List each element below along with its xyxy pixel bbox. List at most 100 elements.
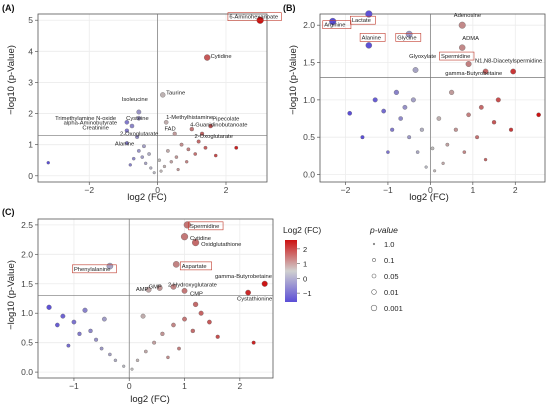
panel-a-point [189, 126, 194, 132]
panel-a-xtick-label: −2 [84, 185, 94, 195]
panel-b-xtick-label: 0 [428, 185, 433, 195]
panel-c-point-label: Oxidglutathione [201, 242, 241, 248]
panel-a-point [149, 166, 153, 170]
panel-b-point [419, 127, 424, 132]
panel-a-point [128, 163, 132, 167]
panel-b-point-label: gamma-Butyrobetaine [445, 71, 502, 77]
panel-c-point [192, 301, 199, 308]
panel-b-point [424, 165, 428, 169]
panel-b-ytick-label: 0.5 [303, 132, 315, 142]
panel-a-point [172, 131, 177, 136]
panel-c-point-label: GMP [149, 284, 162, 290]
panel-a-point [169, 160, 173, 164]
panel-a-ytick-label: 3 [28, 77, 33, 87]
panel-b-point [365, 10, 373, 18]
panel-b-ytick-label: 1.5 [303, 58, 315, 68]
panel-a-point-label: Alanine [115, 141, 134, 147]
size-legend-symbol [370, 304, 378, 312]
panel-c-point [113, 358, 118, 363]
panel-a-point [193, 152, 198, 156]
color-legend-bar [285, 240, 297, 302]
panel-b-point-label: Spermidine [441, 54, 470, 60]
panel-b-point [410, 97, 416, 103]
panel-b-point [405, 30, 413, 38]
panel-a-point [162, 164, 167, 169]
panel-b-point [462, 150, 467, 154]
size-legend-symbol [371, 273, 377, 279]
panel-b-point [398, 116, 403, 121]
panel-b-ytick-label: 2.0 [303, 20, 315, 30]
panel-c-point [166, 355, 170, 360]
panel-b-point [508, 127, 514, 132]
panel-c-point [170, 283, 177, 290]
panel-c-point [192, 238, 200, 247]
panel-a-point-label: Isoleucine [122, 97, 148, 103]
panel-a-plot: −2 0 2 0 1 2 3 4 5 6-Aminohexanoate Cytidine Taurin… [28, 12, 282, 195]
panel-c-point [88, 328, 93, 334]
panel-c-point [71, 319, 77, 325]
panel-c-point [180, 233, 189, 241]
panel-a-point [124, 141, 129, 146]
panel-a-point [208, 123, 213, 129]
panel-c-point [245, 289, 251, 296]
panel-c-point [101, 316, 107, 322]
panel-b-point-label: ADMA [462, 36, 479, 42]
panel-b-point [365, 42, 373, 49]
panel-a-point [124, 128, 129, 133]
panel-c-frame [37, 218, 274, 379]
panel-b-point-label: Lactate [352, 18, 371, 24]
panel-b-point [459, 44, 466, 51]
panel-b-point [449, 89, 455, 95]
panel-c-point-label: 2-Hydroxyglutarate [168, 283, 217, 289]
panel-a-point [135, 134, 140, 139]
panel-a-point-label: Trimethylamine N-oxide [55, 116, 116, 122]
panel-c-ytick-label: 1.5 [21, 279, 33, 289]
panel-c-point [207, 319, 212, 325]
panel-b-xtick-label: −2 [341, 185, 351, 195]
panel-c-point [152, 340, 157, 345]
panel-c-point [251, 340, 256, 345]
color-legend-tick-label: 0 [303, 274, 307, 283]
panel-a-point [179, 142, 184, 147]
panel-a-point [185, 160, 189, 164]
panel-c-ytick-label: 0.5 [21, 338, 33, 348]
panel-a-point [136, 149, 141, 153]
size-legend-label: 0.1 [384, 256, 394, 265]
panel-a-point-label: 4-Guanidinobutanoate [190, 123, 247, 129]
panel-b-point [415, 150, 420, 154]
size-legend-label: 0.001 [384, 304, 403, 313]
panel-a-point-label: Creatinine [82, 126, 108, 132]
panel-c-point [160, 331, 165, 336]
panel-c-point [190, 328, 195, 334]
panel-b-point [402, 104, 408, 110]
panel-b-point [436, 116, 442, 121]
panel-b-point [381, 108, 387, 114]
panel-c-point-label: Aspartate [182, 264, 207, 270]
panel-c-point-label: Phenylalanine [74, 267, 110, 273]
panel-c-point [172, 261, 180, 268]
panel-b-point [483, 157, 488, 162]
panel-c-xtick-label: 1 [182, 381, 187, 391]
panel-label-b: (B) [283, 3, 296, 13]
panel-c-point [130, 367, 134, 371]
panel-c-point [140, 313, 146, 319]
panel-b-point [458, 21, 466, 29]
panel-c-label-box [179, 261, 212, 271]
panel-b-point-label: N1,N8-Diacetylspermidine [475, 59, 542, 65]
panel-a-point [174, 155, 179, 159]
panel-c-point [122, 364, 126, 368]
panel-c-xtick-label: −1 [69, 381, 79, 391]
panel-a-point-label: Taurine [166, 90, 185, 96]
panel-b-point [495, 97, 501, 103]
panel-a-point [234, 145, 239, 150]
size-legend-symbol [372, 258, 376, 262]
panel-c-xtick-label: 0 [127, 381, 132, 391]
panel-b-xlabel: log2 (FC) [409, 192, 449, 203]
panel-a-point [196, 139, 201, 144]
size-legend: 1.0 0.1 0.05 0.01 0.001 [370, 240, 403, 313]
panel-c-ytick-label: 0.0 [21, 367, 33, 377]
panel-c-point-label: CMP [190, 292, 203, 298]
color-legend-tick-label: 2 [303, 245, 307, 254]
panel-a-point [160, 92, 166, 98]
panel-a-ytick-label: 4 [28, 46, 33, 56]
